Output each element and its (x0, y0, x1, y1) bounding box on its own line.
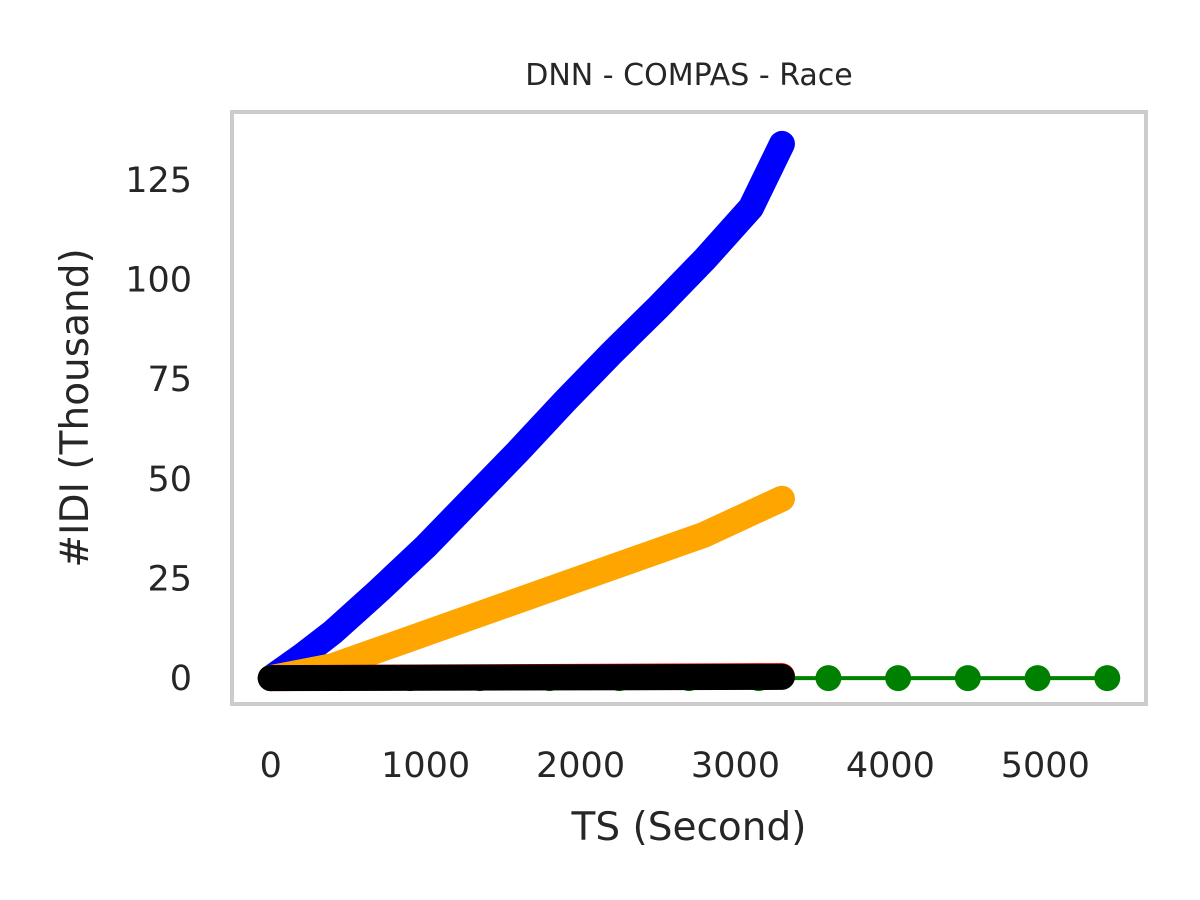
y-tick-label-3: 75 (147, 360, 192, 400)
chart-title: DNN - COMPAS - Race (525, 58, 852, 93)
series-3-point-12 (1094, 665, 1121, 692)
series-3-point-8 (815, 665, 842, 692)
y-tick-label-4: 100 (125, 260, 192, 300)
y-tick-labels: 0 25 50 75 100 125 (125, 161, 192, 699)
x-axis-label: TS (Second) (571, 805, 807, 850)
series-4 (257, 663, 795, 692)
series-1 (257, 485, 795, 692)
series-3-point-11 (1024, 665, 1051, 692)
x-tick-label-0: 0 (260, 746, 282, 786)
x-tick-label-2: 2000 (536, 746, 625, 786)
x-tick-label-5: 5000 (1001, 746, 1090, 786)
x-tick-label-3: 3000 (691, 746, 780, 786)
plot-frame (230, 110, 1148, 706)
y-axis-label: #IDI (Thousand) (53, 248, 98, 567)
x-tick-labels: 0 1000 2000 3000 4000 5000 (260, 746, 1090, 786)
series-3-point-10 (954, 665, 981, 692)
series-3-point-9 (885, 665, 912, 692)
series-4-line (257, 663, 795, 692)
series-1-line (257, 485, 795, 692)
series-0 (257, 130, 795, 692)
y-tick-label-5: 125 (125, 161, 192, 201)
x-tick-label-4: 4000 (846, 746, 935, 786)
series-layer (257, 130, 1121, 692)
series-0-line (257, 130, 795, 692)
x-tick-label-1: 1000 (381, 746, 470, 786)
y-tick-label-2: 50 (147, 460, 192, 500)
y-tick-label-1: 25 (147, 559, 192, 599)
y-tick-label-0: 0 (170, 659, 192, 699)
